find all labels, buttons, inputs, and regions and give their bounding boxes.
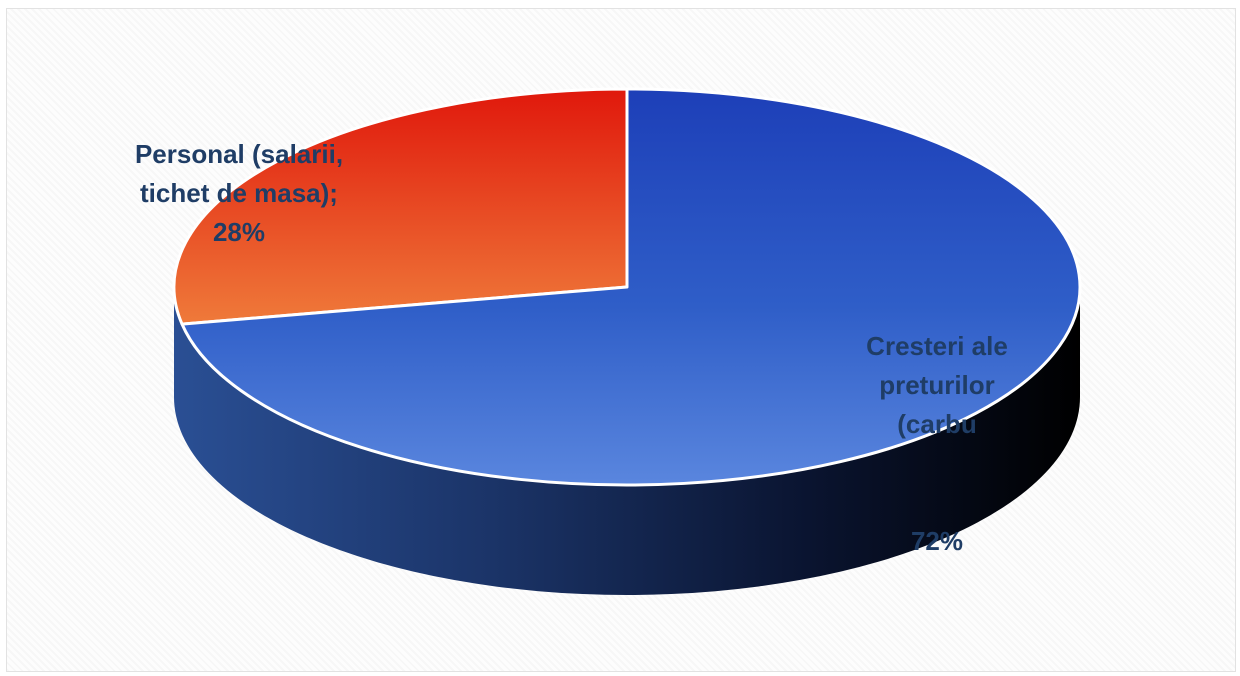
pie-slice-1: [172, 87, 629, 326]
pie-top-layer: [172, 87, 1082, 487]
slice-label-1: Personal (salarii, tichet de masa); 28%: [135, 139, 343, 247]
slice-label-line: (carbu: [897, 409, 976, 439]
pie-side-layer: [174, 287, 1080, 595]
slice-label-2: Cresteri ale preturilor (carbu 72%: [866, 331, 1008, 556]
slice-label-line: 72%: [911, 526, 963, 556]
slice-label-line: tichet de masa);: [140, 178, 338, 208]
pie-labels-layer: Personal (salarii, tichet de masa); 28% Cre…: [135, 139, 1008, 556]
slice-label-line: 28%: [213, 217, 265, 247]
slice-label-line: Personal (salarii,: [135, 139, 343, 169]
chart-area: Personal (salarii, tichet de masa); 28% Cre…: [6, 8, 1236, 672]
slice-label-line: Cresteri ale: [866, 331, 1008, 361]
slice-label-line: preturilor: [879, 370, 995, 400]
pie-slice-2: [180, 87, 1082, 487]
pie-chart: Personal (salarii, tichet de masa); 28% Cre…: [135, 87, 1082, 595]
pie-side-wall: [174, 287, 1080, 595]
